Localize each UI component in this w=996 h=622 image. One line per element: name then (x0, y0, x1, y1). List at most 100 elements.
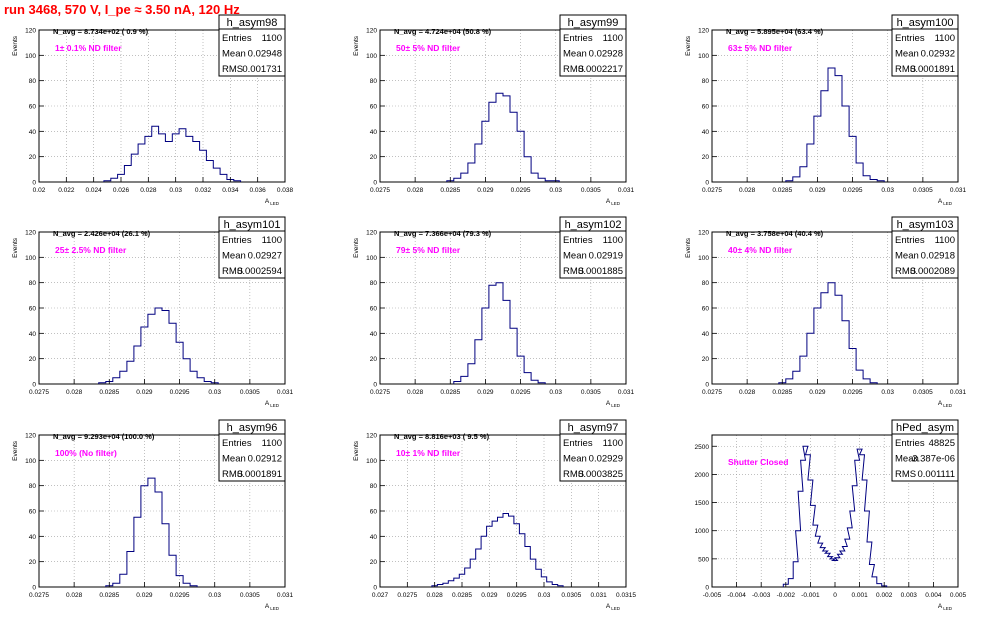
navg-label: N_avg = 8.816e+03 ( 9.5 %) (394, 432, 490, 441)
y-axis-label: Events (353, 35, 360, 56)
histogram-bin (786, 181, 793, 182)
y-tick-label: 20 (702, 356, 710, 363)
histogram-bin (800, 167, 807, 182)
x-tick-label: 0.029 (809, 187, 826, 194)
y-tick-label: 80 (702, 280, 710, 287)
stats-box-h_asym102: h_asym102 Entries 1100 Mean 0.02919 RMS0.0001… (559, 216, 627, 279)
y-tick-label: 60 (702, 306, 710, 313)
stats-value: 0.0002089 (910, 266, 955, 277)
histogram-bin (828, 283, 835, 384)
y-axis-label: Events (685, 237, 692, 258)
x-tick-label: 0.03 (881, 187, 894, 194)
histogram-bin (793, 371, 800, 384)
stats-label: Entries (895, 33, 925, 44)
y-tick-label: 40 (29, 331, 37, 338)
y-tick-label: 80 (370, 280, 378, 287)
stats-label: RMS (563, 64, 584, 75)
histogram-bin (148, 478, 155, 587)
histogram-bin (111, 178, 118, 182)
y-tick-label: 60 (370, 306, 378, 313)
stats-label: RMS (222, 266, 243, 277)
stats-label: Mean (895, 454, 919, 465)
histogram-bin (197, 378, 204, 384)
x-tick-label: 0.0305 (240, 592, 260, 599)
y-tick-label: 60 (29, 104, 37, 111)
y-tick-label: 100 (698, 255, 709, 262)
stats-value: 0.02912 (248, 454, 282, 465)
histogram-bin (448, 581, 453, 587)
y-tick-label: 0 (373, 382, 377, 389)
y-tick-label: 60 (29, 509, 37, 516)
run-title: run 3468, 570 V, I_pe ≈ 3.50 nA, 120 Hz (4, 2, 240, 17)
histogram-name: h_asym98 (227, 17, 278, 29)
histogram-bin (524, 373, 531, 384)
histogram-bin (124, 166, 131, 182)
x-tick-label: 0.0305 (561, 592, 581, 599)
x-tick-label: 0.0275 (702, 389, 722, 396)
histogram-line-h_asym99 (446, 92, 560, 182)
x-tick-label: 0.031 (591, 592, 608, 599)
histogram-bin (481, 536, 486, 587)
x-tick-label: 0.0285 (772, 187, 792, 194)
x-tick-label: 0.002 (876, 592, 893, 599)
y-tick-label: 60 (29, 306, 37, 313)
y-tick-label: 500 (698, 556, 709, 563)
x-axis-label: ALED (265, 400, 280, 408)
histogram-bin (793, 177, 800, 182)
x-tick-label: 0.0275 (702, 187, 722, 194)
stats-label: Mean (563, 454, 587, 465)
stats-box-frame (218, 14, 286, 77)
x-tick-label: 0.0275 (29, 592, 49, 599)
histogram-bin (877, 584, 882, 587)
y-tick-label: 1500 (695, 500, 710, 507)
histogram-bin (127, 552, 134, 587)
y-tick-label: 120 (25, 433, 36, 440)
x-tick-label: 0.0285 (99, 592, 119, 599)
x-tick-label: 0.027 (372, 592, 389, 599)
histogram-bin (162, 311, 169, 384)
histogram-bin (856, 370, 863, 384)
x-tick-label: 0.029 (477, 187, 494, 194)
x-tick-label: 0.003 (901, 592, 918, 599)
x-tick-label: 0.0295 (170, 592, 190, 599)
x-axis-label: ALED (606, 198, 621, 206)
x-tick-label: 0.004 (925, 592, 942, 599)
y-tick-label: 120 (366, 28, 377, 35)
x-tick-label: 0.028 (140, 187, 157, 194)
histogram-bin (870, 179, 877, 182)
x-tick-label: 0.0295 (170, 389, 190, 396)
x-tick-label: 0.0295 (511, 389, 531, 396)
stats-label: Entries (222, 438, 252, 449)
y-tick-label: 20 (370, 559, 378, 566)
stats-label: Entries (563, 438, 593, 449)
x-axis-label: ALED (938, 198, 953, 206)
histogram-bin (475, 144, 482, 182)
annotation-label: 63± 5% ND filter (728, 43, 793, 53)
x-tick-label: 0.03 (538, 592, 551, 599)
histogram-bin (183, 359, 190, 384)
histogram-bin (234, 181, 241, 182)
histogram-bin (872, 577, 877, 587)
x-tick-label: 0.038 (277, 187, 294, 194)
x-tick-label: 0.0305 (581, 187, 601, 194)
stats-label: RMS (895, 266, 916, 277)
navg-label: N_avg = 2.426e+04 (26.1 %) (53, 229, 151, 238)
histogram-bin (162, 524, 169, 587)
histogram-name: hPed_asym (896, 422, 954, 434)
histogram-name: h_asym101 (224, 219, 281, 231)
histogram-bin (510, 328, 517, 384)
x-tick-label: 0.0315 (616, 592, 636, 599)
y-tick-label: 0 (32, 382, 36, 389)
histogram-bin (786, 379, 793, 384)
x-tick-label: 0.0275 (397, 592, 417, 599)
x-tick-label: 0.022 (58, 187, 75, 194)
histogram-bin (842, 106, 849, 182)
stats-value: -3.387e-06 (909, 454, 955, 465)
stats-box-frame (891, 14, 959, 77)
y-tick-label: 0 (32, 180, 36, 187)
histogram-bin (152, 126, 159, 182)
histogram-bin (525, 546, 530, 587)
histogram-bin (165, 141, 172, 182)
navg-label: N_avg = 7.366e+04 (79.3 %) (394, 229, 492, 238)
histogram-bin (172, 134, 179, 182)
